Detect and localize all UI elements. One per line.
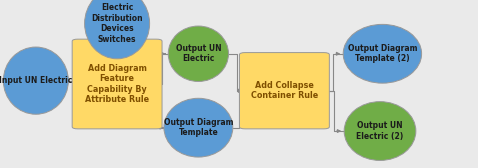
Ellipse shape [168,26,228,81]
Text: Electric
Distribution
Devices
Switches: Electric Distribution Devices Switches [91,3,143,44]
Text: Add Collapse
Container Rule: Add Collapse Container Rule [251,81,318,100]
Ellipse shape [344,102,416,160]
Ellipse shape [3,47,68,114]
Text: Output UN
Electric (2): Output UN Electric (2) [357,121,403,141]
Text: Input UN Electric: Input UN Electric [0,76,73,85]
Ellipse shape [164,98,233,157]
Text: Output UN
Electric: Output UN Electric [175,44,221,64]
FancyBboxPatch shape [72,39,162,129]
Text: Output Diagram
Template (2): Output Diagram Template (2) [348,44,417,64]
Ellipse shape [85,0,150,59]
FancyBboxPatch shape [239,53,329,129]
Text: Add Diagram
Feature
Capability By
Attribute Rule: Add Diagram Feature Capability By Attrib… [85,64,149,104]
Text: Output Diagram
Template: Output Diagram Template [163,118,233,137]
Ellipse shape [343,24,422,83]
